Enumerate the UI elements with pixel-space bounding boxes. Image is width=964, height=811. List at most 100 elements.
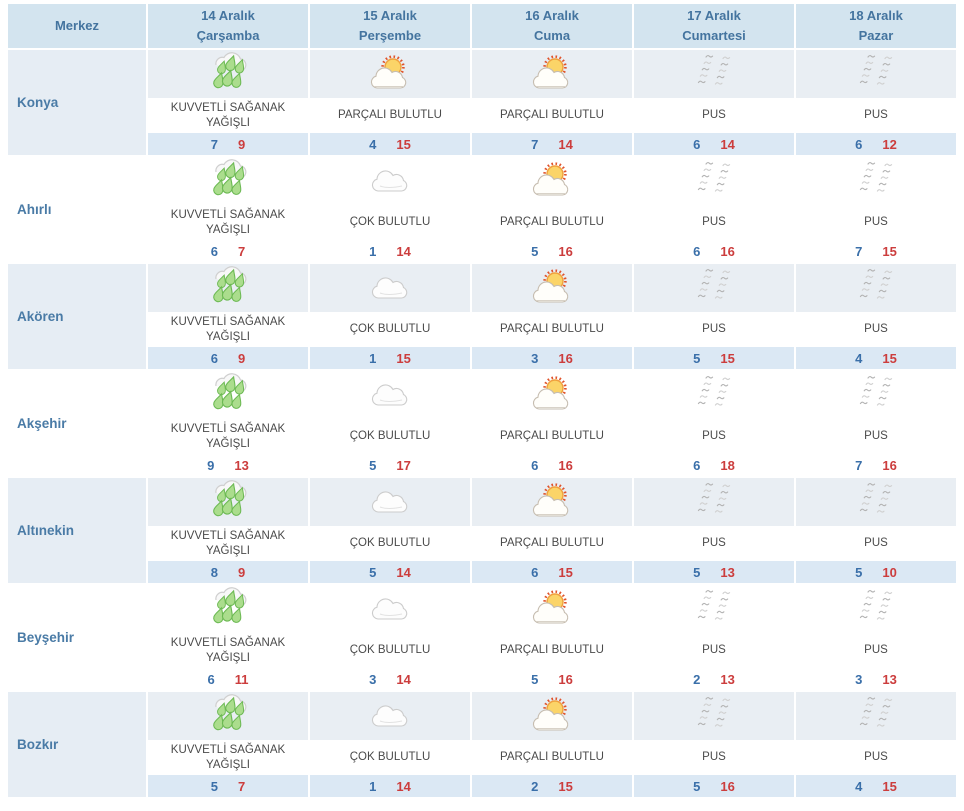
temperature-cell: 7 16 <box>796 454 956 476</box>
min-temperature: 7 <box>531 136 539 152</box>
condition-label: PARÇALI BULUTLU <box>472 421 632 452</box>
condition-label: KUVVETLİ SAĞANAK YAĞIŞLI <box>148 635 308 666</box>
temperature-cell: 7 15 <box>796 240 956 262</box>
condition-label: KUVVETLİ SAĞANAK YAĞIŞLI <box>148 314 308 345</box>
max-temperature: 7 <box>238 778 246 794</box>
max-temperature: 16 <box>558 350 573 366</box>
partly-cloudy-icon <box>528 480 576 520</box>
city-name: Altınekin <box>8 478 146 583</box>
cloudy-icon <box>366 694 414 734</box>
temperature-cell: 6 16 <box>634 240 794 262</box>
city-name: Ahırlı <box>8 157 146 262</box>
temperature-cell: 9 13 <box>148 454 308 476</box>
forecast-row: KUVVETLİ SAĞANAK YAĞIŞLI ÇOK BULUTLU PARÇA… <box>8 635 956 666</box>
condition-label: PUS <box>634 742 794 773</box>
forecast-row: 5 7 1 14 2 15 5 16 4 15 <box>8 775 956 797</box>
min-temperature: 2 <box>693 671 701 687</box>
mist-icon <box>690 480 738 520</box>
temperature-cell: 5 15 <box>634 347 794 369</box>
temperature-cell: 3 13 <box>796 668 956 690</box>
weather-icon-cell <box>634 692 794 740</box>
condition-label: PARÇALI BULUTLU <box>472 742 632 773</box>
temperature-cell: 5 10 <box>796 561 956 583</box>
min-temperature: 5 <box>531 243 539 259</box>
temperature-cell: 5 16 <box>472 668 632 690</box>
forecast-row: KUVVETLİ SAĞANAK YAĞIŞLI PARÇALI BULUTLU P… <box>8 100 956 131</box>
forecast-row: Akşehir <box>8 371 956 476</box>
temperature-cell: 2 13 <box>634 668 794 690</box>
header-day: Cumartesi <box>682 28 746 43</box>
min-temperature: 4 <box>855 778 863 794</box>
header-date: 14 Aralık <box>201 7 255 23</box>
condition-label: KUVVETLİ SAĞANAK YAĞIŞLI <box>148 421 308 452</box>
weather-icon-cell <box>634 264 794 312</box>
max-temperature: 15 <box>396 136 411 152</box>
max-temperature: 7 <box>238 243 246 259</box>
heavy-rain-icon <box>204 372 252 414</box>
min-temperature: 4 <box>369 136 377 152</box>
city-name: Beyşehir <box>8 585 146 690</box>
max-temperature: 14 <box>396 243 411 259</box>
weather-icon-cell <box>148 371 308 419</box>
cloudy-icon <box>366 373 414 413</box>
max-temperature: 9 <box>238 564 246 580</box>
min-temperature: 3 <box>369 671 377 687</box>
max-temperature: 17 <box>396 457 411 473</box>
forecast-row: 8 9 5 14 6 15 5 13 5 10 <box>8 561 956 583</box>
temperature-cell: 6 18 <box>634 454 794 476</box>
condition-label: ÇOK BULUTLU <box>310 528 470 559</box>
forecast-row: 6 9 1 15 3 16 5 15 4 15 <box>8 347 956 369</box>
min-temperature: 5 <box>855 564 863 580</box>
max-temperature: 16 <box>558 243 573 259</box>
temperature-cell: 5 14 <box>310 561 470 583</box>
temperature-cell: 5 13 <box>634 561 794 583</box>
min-temperature: 5 <box>693 564 701 580</box>
partly-cloudy-icon <box>528 52 576 92</box>
min-temperature: 6 <box>210 350 218 366</box>
forecast-row: Beyşehir <box>8 585 956 690</box>
forecast-row: Bozkır <box>8 692 956 797</box>
cloudy-icon <box>366 587 414 627</box>
temperature-cell: 6 11 <box>148 668 308 690</box>
weather-icon-cell <box>472 371 632 419</box>
partly-cloudy-icon <box>366 52 414 92</box>
condition-label: KUVVETLİ SAĞANAK YAĞIŞLI <box>148 742 308 773</box>
min-temperature: 6 <box>210 243 218 259</box>
max-temperature: 15 <box>720 350 735 366</box>
date-column-header-4: 17 Aralık Cumartesi <box>634 4 794 48</box>
max-temperature: 15 <box>396 350 411 366</box>
city-name: Konya <box>8 50 146 155</box>
partly-cloudy-icon <box>528 587 576 627</box>
condition-label: PUS <box>634 528 794 559</box>
max-temperature: 16 <box>558 671 573 687</box>
cloudy-icon <box>366 480 414 520</box>
max-temperature: 12 <box>882 136 897 152</box>
mist-icon <box>690 587 738 627</box>
cloudy-icon <box>366 159 414 199</box>
forecast-row: 6 11 3 14 5 16 2 13 3 13 <box>8 668 956 690</box>
date-column-header-3: 16 Aralık Cuma <box>472 4 632 48</box>
min-temperature: 5 <box>531 671 539 687</box>
mist-icon <box>690 373 738 413</box>
condition-label: KUVVETLİ SAĞANAK YAĞIŞLI <box>148 207 308 238</box>
heavy-rain-icon <box>204 158 252 200</box>
forecast-row: 9 13 5 17 6 16 6 18 7 16 <box>8 454 956 476</box>
max-temperature: 14 <box>396 778 411 794</box>
weather-icon-cell <box>796 264 956 312</box>
min-temperature: 4 <box>855 350 863 366</box>
partly-cloudy-icon <box>528 694 576 734</box>
temperature-cell: 4 15 <box>310 133 470 155</box>
weather-icon-cell <box>310 478 470 526</box>
forecast-row: KUVVETLİ SAĞANAK YAĞIŞLI ÇOK BULUTLU PARÇA… <box>8 314 956 345</box>
weather-icon-cell <box>796 692 956 740</box>
max-temperature: 15 <box>882 778 897 794</box>
mist-icon <box>852 266 900 306</box>
mist-icon <box>690 52 738 92</box>
heavy-rain-icon <box>204 479 252 521</box>
forecast-row: KUVVETLİ SAĞANAK YAĞIŞLI ÇOK BULUTLU PARÇA… <box>8 528 956 559</box>
condition-label: KUVVETLİ SAĞANAK YAĞIŞLI <box>148 100 308 131</box>
condition-label: PUS <box>634 207 794 238</box>
